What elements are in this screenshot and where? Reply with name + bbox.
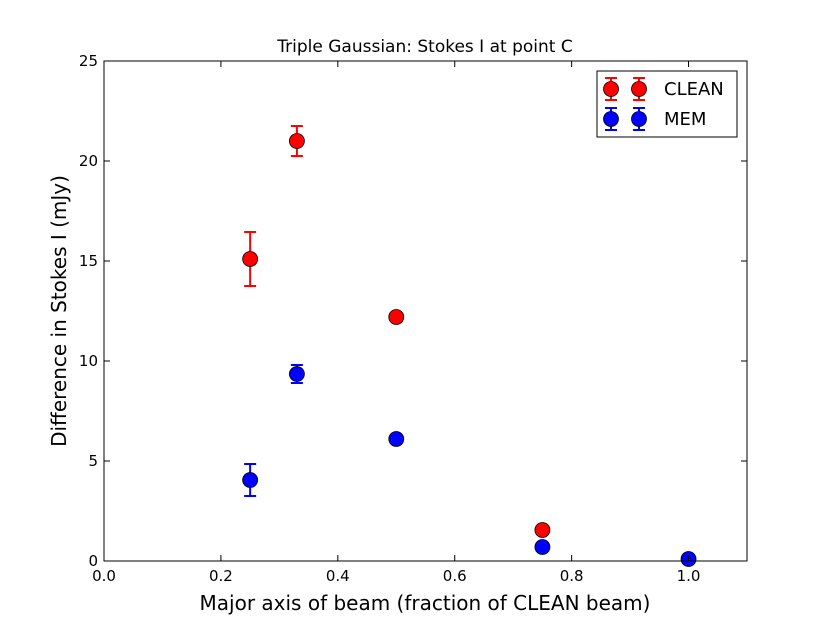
legend-label: CLEAN: [664, 79, 724, 100]
data-point: [534, 522, 551, 538]
y-axis-label: Difference in Stokes I (mJy): [47, 175, 71, 447]
legend-marker: [603, 111, 619, 127]
y-tick-label: 25: [79, 52, 98, 70]
data-point: [288, 133, 305, 149]
y-tick-label: 0: [88, 552, 98, 570]
x-tick-label: 0.4: [326, 567, 350, 585]
data-point: [388, 431, 405, 447]
data-point: [242, 251, 259, 267]
legend-entry-clean: CLEAN: [603, 77, 724, 101]
series-mem: [242, 364, 697, 567]
x-tick-label: 0.0: [92, 567, 116, 585]
y-tick-label: 10: [79, 352, 98, 370]
data-point: [288, 366, 305, 382]
y-tick-label: 20: [79, 152, 98, 170]
y-tick-label: 15: [79, 252, 98, 270]
x-tick-label: 1.0: [677, 567, 701, 585]
legend-label: MEM: [664, 109, 706, 130]
legend: CLEAN MEM: [596, 70, 738, 138]
data-point: [534, 539, 551, 555]
chart-title: Triple Gaussian: Stokes I at point C: [276, 37, 572, 57]
legend-marker: [631, 81, 647, 97]
axis-ticks: 0.0 0.2 0.4 0.6 0.8 1.0 0 5 10 15 20 25: [79, 52, 747, 585]
legend-marker: [631, 111, 647, 127]
data-point: [388, 309, 405, 325]
y-tick-label: 5: [88, 452, 98, 470]
legend-marker: [603, 81, 619, 97]
series-clean: [242, 125, 551, 538]
legend-entry-mem: MEM: [603, 107, 706, 131]
plot-frame: [103, 60, 748, 562]
x-axis-label: Major axis of beam (fraction of CLEAN be…: [200, 591, 651, 615]
plot-area: [242, 125, 697, 567]
x-tick-label: 0.6: [443, 567, 467, 585]
x-tick-label: 0.2: [209, 567, 233, 585]
legend-box: [596, 70, 738, 138]
data-point: [242, 472, 259, 488]
x-tick-label: 0.8: [560, 567, 584, 585]
